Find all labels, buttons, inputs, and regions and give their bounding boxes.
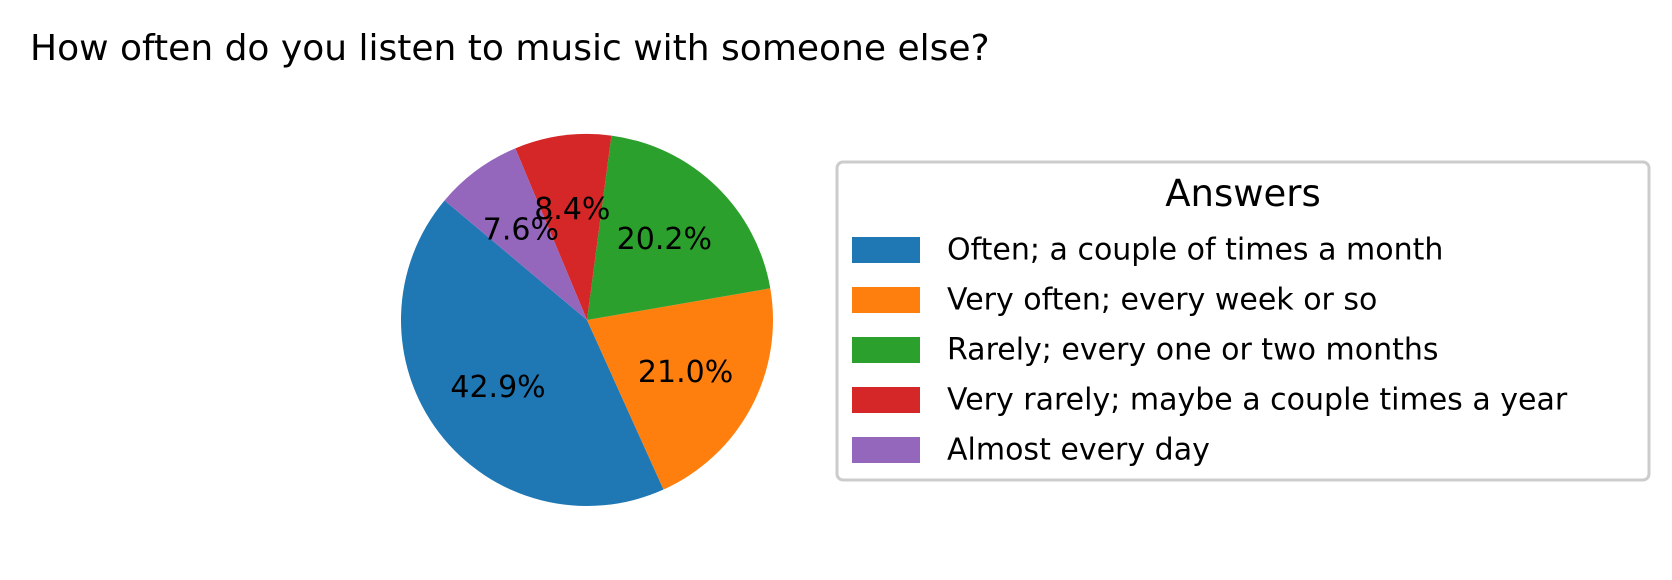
legend-label-3: Rarely; every one or two months (947, 333, 1439, 368)
legend-swatch-4 (852, 387, 920, 413)
legend-label-2: Very often; every week or so (947, 283, 1377, 318)
legend-swatch-2 (852, 287, 920, 313)
chart-title: How often do you listen to music with so… (30, 28, 990, 69)
legend-label-5: Almost every day (947, 433, 1210, 468)
legend-label-4: Very rarely; maybe a couple times a year (947, 383, 1568, 418)
pie-slice-3 (587, 135, 771, 320)
legend-frame (835, 160, 1651, 482)
legend-swatch-1 (852, 237, 920, 263)
legend-swatch-5 (852, 437, 920, 463)
pie-slice-1 (401, 200, 664, 506)
pie-slice-4 (515, 134, 612, 320)
pie-slice-5 (444, 148, 587, 320)
pie-slice-2 (587, 288, 773, 490)
legend-title: Answers (1165, 172, 1321, 215)
pie-percentage-label-3: 20.2% (617, 222, 712, 257)
pie-slices (401, 134, 773, 506)
legend-swatch-3 (852, 337, 920, 363)
pie-percentage-labels: 42.9% 21.0% 20.2%8.4%7.6% (450, 192, 733, 405)
pie-percentage-label-4: 8.4% (534, 192, 610, 227)
pie-percentage-label-5: 7.6% (483, 213, 559, 248)
legend: Answers Often; a couple of times a month… (835, 160, 1651, 482)
pie-percentage-label-2: 21.0% (638, 355, 733, 390)
pie-percentage-label-1: 42.9% (450, 370, 545, 405)
legend-items: Often; a couple of times a month Very oft… (852, 233, 1568, 468)
legend-label-1: Often; a couple of times a month (947, 233, 1443, 268)
